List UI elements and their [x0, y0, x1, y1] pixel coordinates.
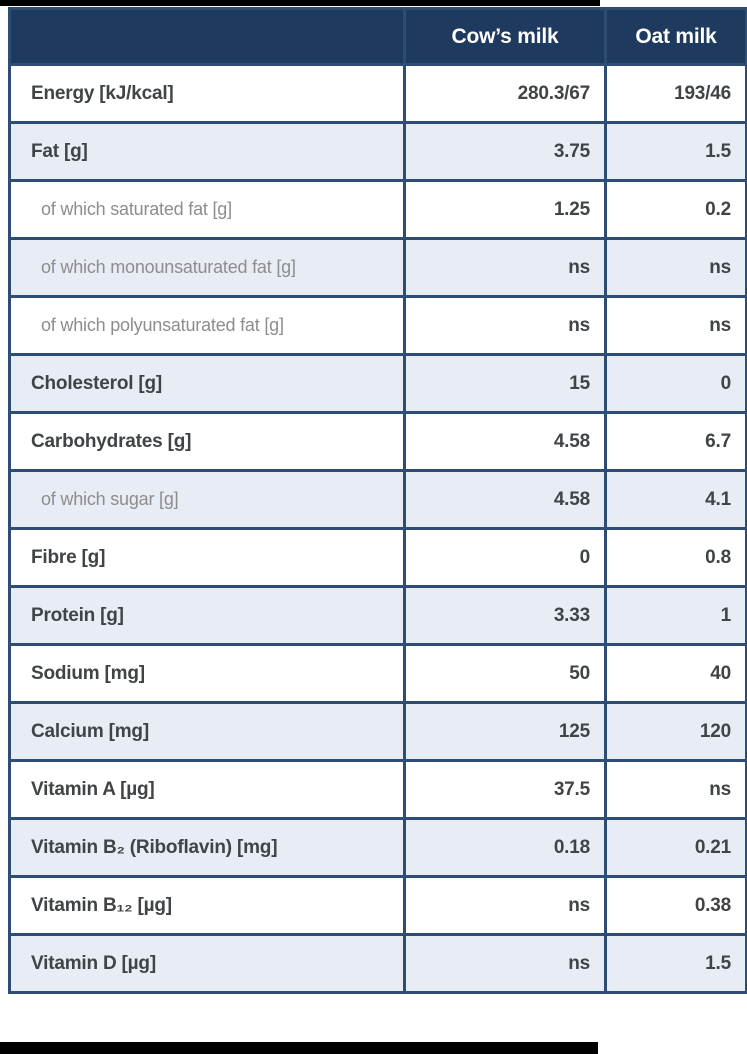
cows-milk-value: 4.58: [403, 469, 607, 530]
table-row: of which monounsaturated fat [g] ns ns: [8, 237, 747, 298]
cows-milk-value: 37.5: [403, 759, 607, 820]
row-label: of which saturated fat [g]: [8, 179, 406, 240]
oat-milk-value: 193/46: [604, 63, 747, 124]
cows-milk-value: 15: [403, 353, 607, 414]
oat-milk-value: ns: [604, 759, 747, 820]
row-label: Carbohydrates [g]: [8, 411, 406, 472]
oat-milk-value: 0.8: [604, 527, 747, 588]
oat-milk-value: 1: [604, 585, 747, 646]
oat-milk-value: 0.21: [604, 817, 747, 878]
row-label: of which monounsaturated fat [g]: [8, 237, 406, 298]
table-row: of which polyunsaturated fat [g] ns ns: [8, 295, 747, 356]
table-row: Vitamin A [µg] 37.5 ns: [8, 759, 747, 820]
cows-milk-value: 0.18: [403, 817, 607, 878]
header-oat-milk: Oat milk: [604, 7, 747, 66]
cows-milk-value: ns: [403, 933, 607, 994]
cows-milk-value: ns: [403, 237, 607, 298]
row-label: Energy [kJ/kcal]: [8, 63, 406, 124]
cows-milk-value: 125: [403, 701, 607, 762]
oat-milk-value: ns: [604, 237, 747, 298]
cows-milk-value: ns: [403, 875, 607, 936]
row-label: Calcium [mg]: [8, 701, 406, 762]
top-crop-bar: [0, 0, 600, 6]
nutrition-comparison-table: Cow’s milk Oat milk Energy [kJ/kcal] 280.…: [8, 7, 747, 994]
table-row: Sodium [mg] 50 40: [8, 643, 747, 704]
oat-milk-value: 0.2: [604, 179, 747, 240]
header-blank-cell: [8, 7, 406, 66]
table-row: Calcium [mg] 125 120: [8, 701, 747, 762]
oat-milk-value: 40: [604, 643, 747, 704]
oat-milk-value: 6.7: [604, 411, 747, 472]
table-row: Cholesterol [g] 15 0: [8, 353, 747, 414]
table-row: of which saturated fat [g] 1.25 0.2: [8, 179, 747, 240]
cows-milk-value: 4.58: [403, 411, 607, 472]
table-row: Energy [kJ/kcal] 280.3/67 193/46: [8, 63, 747, 124]
cows-milk-value: 50: [403, 643, 607, 704]
row-label: Vitamin D [µg]: [8, 933, 406, 994]
table-row: Protein [g] 3.33 1: [8, 585, 747, 646]
oat-milk-value: 4.1: [604, 469, 747, 530]
table-header-row: Cow’s milk Oat milk: [8, 7, 747, 66]
row-label: of which sugar [g]: [8, 469, 406, 530]
row-label: Fibre [g]: [8, 527, 406, 588]
row-label: Cholesterol [g]: [8, 353, 406, 414]
oat-milk-value: ns: [604, 295, 747, 356]
table-row: Fibre [g] 0 0.8: [8, 527, 747, 588]
header-cows-milk: Cow’s milk: [403, 7, 607, 66]
table-row: of which sugar [g] 4.58 4.1: [8, 469, 747, 530]
table-body: Energy [kJ/kcal] 280.3/67 193/46 Fat [g] 3.7…: [8, 63, 747, 994]
row-label: Protein [g]: [8, 585, 406, 646]
cows-milk-value: 280.3/67: [403, 63, 607, 124]
row-label: Vitamin A [µg]: [8, 759, 406, 820]
cows-milk-value: ns: [403, 295, 607, 356]
cows-milk-value: 3.33: [403, 585, 607, 646]
oat-milk-value: 1.5: [604, 933, 747, 994]
table-row: Vitamin B₁₂ [µg] ns 0.38: [8, 875, 747, 936]
table-row: Fat [g] 3.75 1.5: [8, 121, 747, 182]
row-label: Vitamin B₁₂ [µg]: [8, 875, 406, 936]
cows-milk-value: 0: [403, 527, 607, 588]
row-label: of which polyunsaturated fat [g]: [8, 295, 406, 356]
oat-milk-value: 0: [604, 353, 747, 414]
oat-milk-value: 0.38: [604, 875, 747, 936]
table-row: Vitamin D [µg] ns 1.5: [8, 933, 747, 994]
cows-milk-value: 1.25: [403, 179, 607, 240]
cows-milk-value: 3.75: [403, 121, 607, 182]
oat-milk-value: 120: [604, 701, 747, 762]
table-row: Vitamin B₂ (Riboflavin) [mg] 0.18 0.21: [8, 817, 747, 878]
oat-milk-value: 1.5: [604, 121, 747, 182]
row-label: Fat [g]: [8, 121, 406, 182]
table-row: Carbohydrates [g] 4.58 6.7: [8, 411, 747, 472]
row-label: Sodium [mg]: [8, 643, 406, 704]
bottom-crop-bar: [0, 1042, 598, 1054]
row-label: Vitamin B₂ (Riboflavin) [mg]: [8, 817, 406, 878]
